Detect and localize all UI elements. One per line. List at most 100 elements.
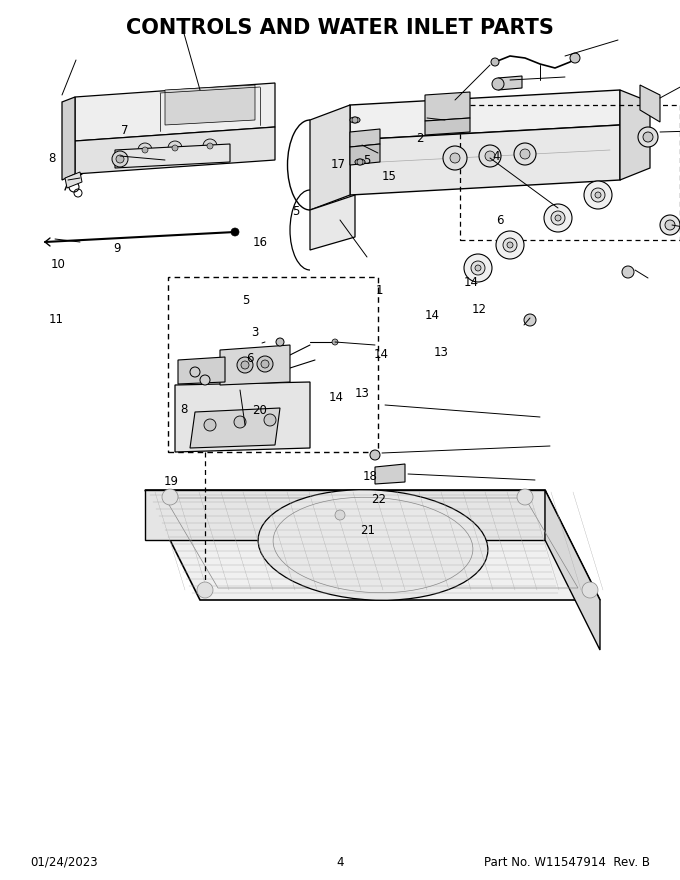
Polygon shape bbox=[425, 92, 470, 121]
Text: 6: 6 bbox=[496, 215, 504, 227]
Polygon shape bbox=[350, 144, 380, 165]
Text: 3: 3 bbox=[252, 326, 258, 339]
Circle shape bbox=[264, 414, 276, 426]
Circle shape bbox=[204, 419, 216, 431]
Polygon shape bbox=[115, 144, 230, 168]
Circle shape bbox=[591, 188, 605, 202]
Circle shape bbox=[241, 361, 249, 369]
Circle shape bbox=[503, 238, 517, 252]
Circle shape bbox=[357, 159, 363, 165]
Polygon shape bbox=[75, 127, 275, 174]
Circle shape bbox=[496, 231, 524, 259]
Circle shape bbox=[138, 143, 152, 157]
Circle shape bbox=[584, 181, 612, 209]
Circle shape bbox=[491, 58, 499, 66]
Text: 8: 8 bbox=[48, 152, 55, 165]
Text: 4: 4 bbox=[492, 150, 500, 163]
Circle shape bbox=[234, 416, 246, 428]
Text: 18: 18 bbox=[363, 470, 378, 482]
Circle shape bbox=[370, 450, 380, 460]
Circle shape bbox=[335, 510, 345, 520]
Text: 13: 13 bbox=[433, 346, 448, 358]
Text: 4: 4 bbox=[336, 855, 344, 869]
Circle shape bbox=[643, 132, 653, 142]
Circle shape bbox=[464, 254, 492, 282]
Circle shape bbox=[520, 149, 530, 159]
Circle shape bbox=[231, 228, 239, 236]
Text: 20: 20 bbox=[252, 405, 267, 417]
Polygon shape bbox=[175, 382, 310, 452]
Ellipse shape bbox=[350, 117, 360, 123]
Circle shape bbox=[142, 147, 148, 153]
Bar bbox=[168, 277, 378, 452]
Circle shape bbox=[352, 117, 358, 123]
Text: Part No. W11547914  Rev. B: Part No. W11547914 Rev. B bbox=[484, 855, 650, 869]
Circle shape bbox=[261, 360, 269, 368]
Circle shape bbox=[570, 53, 580, 63]
Circle shape bbox=[665, 220, 675, 230]
Text: 14: 14 bbox=[464, 276, 479, 289]
Text: 21: 21 bbox=[360, 524, 375, 537]
Text: 10: 10 bbox=[50, 258, 65, 270]
Circle shape bbox=[524, 314, 536, 326]
Circle shape bbox=[479, 145, 501, 167]
Polygon shape bbox=[640, 85, 660, 122]
Text: 14: 14 bbox=[425, 310, 440, 322]
Circle shape bbox=[332, 339, 338, 345]
Circle shape bbox=[471, 261, 485, 275]
Circle shape bbox=[190, 367, 200, 377]
Polygon shape bbox=[545, 490, 600, 650]
Text: 5: 5 bbox=[243, 295, 250, 307]
Polygon shape bbox=[350, 125, 620, 195]
Text: CONTROLS AND WATER INLET PARTS: CONTROLS AND WATER INLET PARTS bbox=[126, 18, 554, 38]
Circle shape bbox=[551, 211, 565, 225]
Polygon shape bbox=[350, 90, 620, 140]
Text: 16: 16 bbox=[253, 236, 268, 248]
Text: 9: 9 bbox=[113, 242, 121, 254]
Text: 01/24/2023: 01/24/2023 bbox=[30, 855, 98, 869]
Text: 22: 22 bbox=[371, 494, 386, 506]
Polygon shape bbox=[178, 357, 225, 384]
Circle shape bbox=[450, 153, 460, 163]
Text: 15: 15 bbox=[381, 170, 396, 182]
Polygon shape bbox=[190, 408, 280, 448]
Circle shape bbox=[203, 139, 217, 153]
Text: 14: 14 bbox=[328, 392, 343, 404]
Circle shape bbox=[168, 141, 182, 155]
Text: 11: 11 bbox=[49, 313, 64, 326]
Polygon shape bbox=[75, 83, 275, 141]
Ellipse shape bbox=[258, 490, 488, 600]
Circle shape bbox=[207, 143, 213, 149]
Circle shape bbox=[622, 266, 634, 278]
Polygon shape bbox=[310, 195, 355, 250]
Circle shape bbox=[172, 145, 178, 151]
Polygon shape bbox=[62, 97, 75, 180]
Circle shape bbox=[475, 265, 481, 271]
Polygon shape bbox=[220, 345, 290, 385]
Polygon shape bbox=[620, 90, 650, 180]
Circle shape bbox=[162, 489, 178, 505]
Polygon shape bbox=[165, 85, 255, 125]
Text: 7: 7 bbox=[120, 124, 129, 136]
Circle shape bbox=[555, 215, 561, 221]
Polygon shape bbox=[498, 76, 522, 90]
Text: 5: 5 bbox=[292, 205, 299, 217]
Polygon shape bbox=[375, 464, 405, 484]
Polygon shape bbox=[425, 118, 470, 135]
Circle shape bbox=[112, 151, 128, 167]
Polygon shape bbox=[145, 490, 545, 540]
Circle shape bbox=[197, 582, 213, 598]
Polygon shape bbox=[350, 129, 380, 147]
Circle shape bbox=[638, 127, 658, 147]
Circle shape bbox=[595, 192, 601, 198]
Text: 8: 8 bbox=[180, 403, 187, 415]
Circle shape bbox=[116, 155, 124, 163]
Polygon shape bbox=[310, 105, 350, 210]
Circle shape bbox=[507, 242, 513, 248]
Circle shape bbox=[200, 375, 210, 385]
Circle shape bbox=[544, 204, 572, 232]
Circle shape bbox=[517, 489, 533, 505]
Circle shape bbox=[485, 151, 495, 161]
Text: 12: 12 bbox=[471, 304, 486, 316]
Text: 5: 5 bbox=[364, 154, 371, 166]
